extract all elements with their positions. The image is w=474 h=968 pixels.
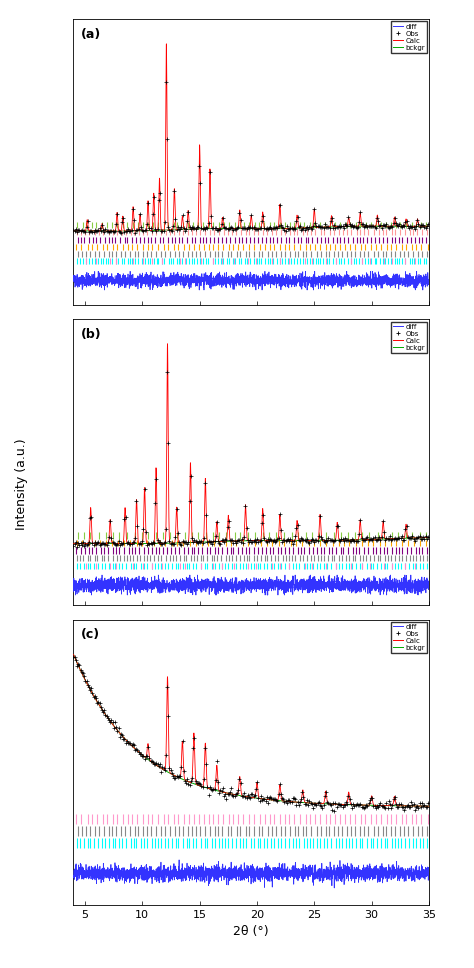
Text: (c): (c)	[81, 628, 100, 641]
Text: (b): (b)	[81, 328, 101, 341]
Text: Intensity (a.u.): Intensity (a.u.)	[15, 439, 28, 529]
Text: (a): (a)	[81, 28, 101, 41]
Legend: diff, Obs, Calc, bckgr: diff, Obs, Calc, bckgr	[391, 621, 427, 652]
Legend: diff, Obs, Calc, bckgr: diff, Obs, Calc, bckgr	[391, 21, 427, 52]
X-axis label: 2θ (°): 2θ (°)	[233, 925, 269, 939]
Legend: diff, Obs, Calc, bckgr: diff, Obs, Calc, bckgr	[391, 321, 427, 352]
